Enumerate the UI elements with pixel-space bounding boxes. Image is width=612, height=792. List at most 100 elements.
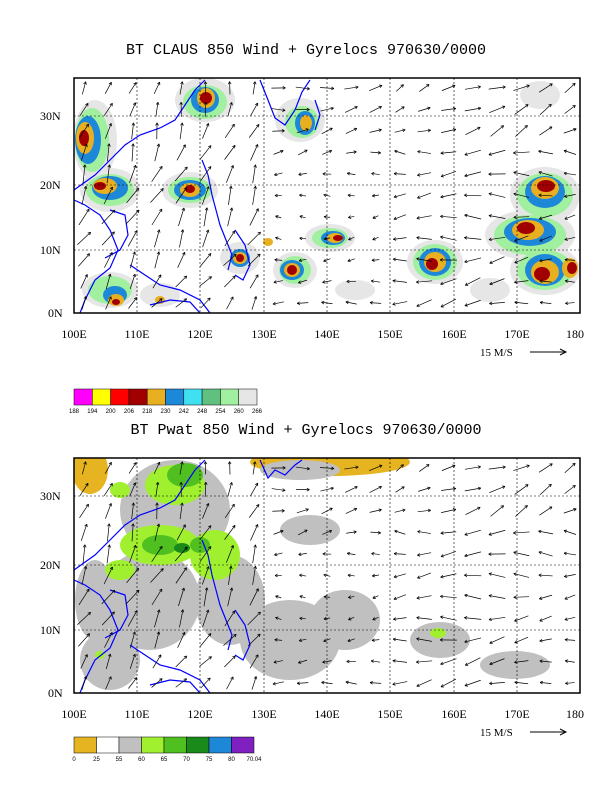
wind-vector — [175, 678, 188, 688]
wind-vector — [298, 258, 307, 262]
top-colorbar-tick-label: 266 — [252, 409, 263, 415]
wind-vector — [128, 462, 137, 474]
wind-vector — [345, 300, 357, 305]
wind-vector — [154, 143, 161, 162]
wind-vector — [370, 659, 381, 663]
wind-vector — [274, 573, 282, 578]
wind-vector — [392, 301, 408, 306]
wind-vector — [131, 143, 135, 162]
wind-vector — [514, 280, 529, 284]
wind-vector — [489, 105, 506, 114]
wind-vector — [539, 103, 552, 116]
wind-vector — [179, 502, 184, 520]
wind-vector — [565, 301, 575, 305]
wind-vector — [250, 144, 259, 161]
wind-vector — [515, 505, 528, 517]
wind-vector — [396, 84, 404, 92]
bottom-lat-label-20n: 20N — [40, 558, 61, 572]
wind-vector — [126, 567, 139, 584]
wind-vector — [126, 187, 139, 204]
wind-vector — [82, 164, 87, 184]
top-colorbar-swatch — [201, 388, 221, 406]
wind-vector — [174, 166, 188, 182]
wind-vector — [564, 82, 576, 93]
wind-vector — [513, 215, 530, 219]
wind-vector — [179, 609, 185, 628]
bottom-pwat-shading — [74, 458, 550, 690]
wind-vector — [223, 254, 237, 266]
wind-vector — [81, 185, 88, 205]
wind-vector — [345, 127, 358, 134]
wind-vector — [104, 632, 113, 648]
bottom-colorbar-swatch — [118, 736, 142, 754]
wind-vector — [224, 145, 236, 160]
top-panel-title: BT CLAUS 850 Wind + Gyrelocs 970630/0000 — [125, 42, 487, 59]
wind-vector — [346, 659, 356, 664]
wind-vector — [101, 231, 115, 246]
wind-vector — [320, 486, 334, 492]
wind-vector — [372, 236, 379, 241]
wind-vector — [539, 615, 552, 622]
wind-vector — [539, 659, 552, 663]
wind-vector — [488, 572, 506, 578]
wind-vector — [488, 149, 506, 156]
wind-vector — [419, 84, 430, 92]
wind-vector — [151, 678, 163, 688]
wind-vector — [514, 235, 529, 242]
wind-vector — [513, 531, 530, 535]
wind-vector — [321, 507, 333, 515]
wind-vector — [371, 258, 380, 262]
wind-vector — [224, 123, 235, 138]
wind-vector — [322, 172, 332, 176]
wind-vector — [441, 464, 456, 471]
wind-vector — [564, 574, 576, 578]
wind-vector — [199, 546, 212, 562]
top-colorbar-swatch — [73, 388, 93, 406]
wind-vector — [248, 504, 260, 518]
wind-vector — [538, 550, 553, 557]
wind-vector — [103, 186, 113, 205]
wind-vector — [513, 84, 530, 91]
wind-vector — [202, 123, 210, 139]
wind-vector — [81, 296, 87, 310]
wind-vector — [224, 275, 236, 288]
wind-vector — [372, 616, 379, 621]
wind-vector — [298, 279, 308, 284]
wind-vector — [273, 660, 283, 664]
wind-vector — [252, 544, 257, 564]
wind-vector — [538, 529, 553, 535]
wind-vector — [155, 481, 160, 497]
top-lat-label-20n: 20N — [40, 178, 61, 192]
bottom-lat-label-10n: 10N — [40, 623, 61, 637]
wind-vector — [176, 144, 186, 161]
wind-vector — [81, 461, 87, 475]
bottom-colorbar-swatch — [186, 736, 210, 754]
bottom-colorbar-tick-label: 65 — [161, 757, 168, 763]
top-lon-label-150e: 150E — [377, 327, 402, 341]
top-colorbar-tick-label: 188 — [69, 409, 80, 415]
wind-vector — [275, 616, 282, 620]
bottom-lon-label-120e: 120E — [187, 707, 212, 721]
wind-vector — [488, 616, 506, 622]
wind-vector — [464, 529, 481, 536]
bottom-lon-label-100e: 100E — [61, 707, 86, 721]
wind-vector — [227, 207, 234, 227]
wind-vector — [223, 634, 237, 646]
bottom-colorbar-tick-label: 70 — [183, 757, 190, 763]
wind-vector — [464, 85, 481, 90]
bottom-lat-label-0n: 0N — [48, 686, 63, 700]
wind-vector — [564, 594, 576, 600]
wind-vector — [464, 277, 481, 286]
wind-vector — [322, 660, 332, 664]
wind-vector — [150, 568, 164, 583]
wind-vector — [370, 279, 381, 283]
wind-vector — [105, 123, 112, 139]
wind-vector — [393, 594, 407, 601]
wind-vector — [273, 280, 283, 284]
wind-vector — [224, 525, 236, 540]
wind-vector — [514, 104, 529, 115]
wind-vector — [273, 529, 284, 535]
wind-vector — [199, 525, 212, 540]
wind-vector — [538, 170, 553, 177]
wind-vector — [155, 122, 159, 140]
